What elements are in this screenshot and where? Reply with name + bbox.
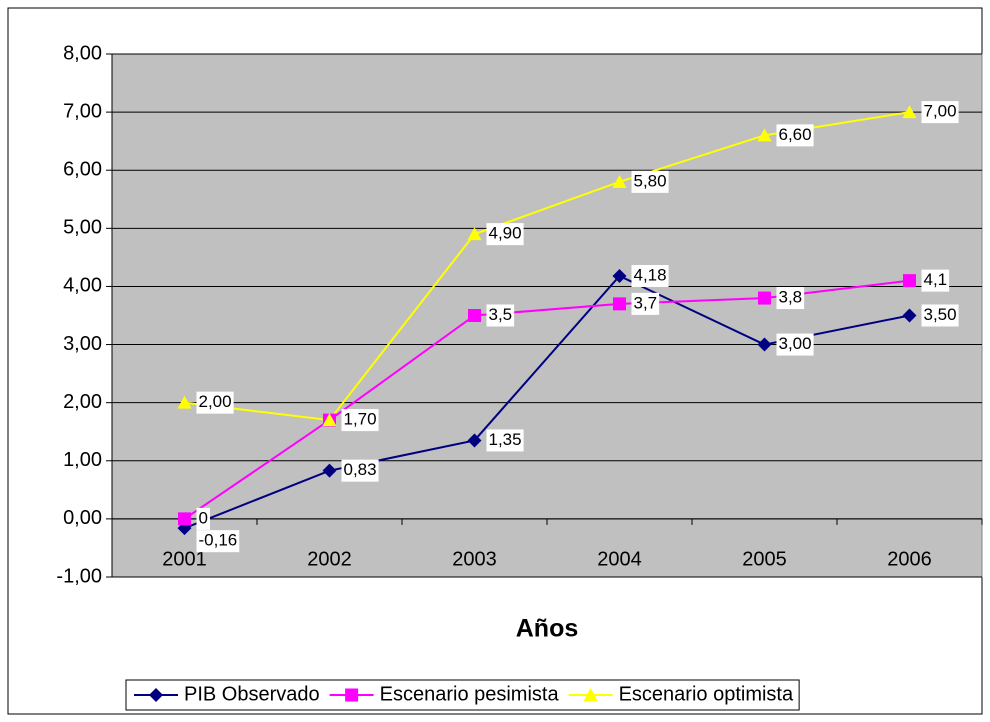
data-label: 1,70 xyxy=(344,410,377,429)
data-label: 7,00 xyxy=(924,102,957,121)
y-tick-label: 2,00 xyxy=(63,391,102,413)
data-label: 6,60 xyxy=(779,125,812,144)
marker xyxy=(468,309,481,322)
data-label-box xyxy=(486,429,524,452)
legend-marker xyxy=(583,688,598,701)
data-label: 3,7 xyxy=(634,293,658,312)
x-tick-label: 2005 xyxy=(742,548,787,570)
data-label-box xyxy=(921,304,959,327)
marker xyxy=(322,463,337,478)
marker xyxy=(467,227,482,241)
marker xyxy=(757,337,772,352)
marker xyxy=(903,274,916,288)
marker xyxy=(902,105,917,119)
y-tick-label: 1,00 xyxy=(63,449,102,471)
data-label-box xyxy=(486,223,524,246)
data-label: 4,1 xyxy=(924,270,948,289)
data-label: 3,8 xyxy=(779,288,803,307)
data-label-box xyxy=(776,124,814,147)
data-label: 4,18 xyxy=(634,265,667,284)
data-label: 1,35 xyxy=(489,430,522,449)
data-label: 3,50 xyxy=(924,305,957,324)
y-tick-label: 6,00 xyxy=(63,159,102,181)
marker xyxy=(612,268,627,283)
y-tick-label: 0,00 xyxy=(63,507,102,529)
data-label-box xyxy=(631,292,660,315)
data-label: 5,80 xyxy=(634,171,667,190)
data-label-box xyxy=(921,269,950,292)
data-label-box xyxy=(776,333,814,356)
marker xyxy=(757,128,772,142)
data-label-box xyxy=(196,507,210,530)
data-label: 0 xyxy=(199,508,208,527)
data-label-box xyxy=(776,287,805,310)
x-tick-label: 2006 xyxy=(887,548,932,570)
data-label-box xyxy=(196,391,234,414)
data-label-box xyxy=(631,264,669,287)
data-label-box xyxy=(486,304,515,327)
legend-label: PIB Observado xyxy=(184,683,320,705)
x-tick-label: 2004 xyxy=(597,548,642,570)
x-tick-label: 2001 xyxy=(162,548,207,570)
plot-area xyxy=(111,53,983,578)
marker xyxy=(322,413,337,427)
legend-label: Escenario optimista xyxy=(619,683,794,705)
data-label-box xyxy=(341,409,379,432)
legend-marker xyxy=(149,688,163,702)
marker xyxy=(467,433,482,448)
y-tick-label: 5,00 xyxy=(63,217,102,239)
y-tick-label: 8,00 xyxy=(63,42,102,64)
data-label: 3,5 xyxy=(489,305,513,324)
data-label: 0,83 xyxy=(344,460,377,479)
y-tick-label: 3,00 xyxy=(63,333,102,355)
x-axis-title: Años xyxy=(516,615,579,643)
marker xyxy=(612,174,627,188)
marker xyxy=(758,291,771,305)
legend-label: Escenario pesimista xyxy=(380,683,560,705)
data-label: 3,00 xyxy=(779,334,812,353)
data-label-box xyxy=(921,101,959,124)
data-label: 4,90 xyxy=(489,224,522,243)
x-tick-label: 2002 xyxy=(307,548,352,570)
marker xyxy=(613,297,626,311)
data-label: -0,16 xyxy=(199,531,238,550)
marker xyxy=(177,395,192,409)
legend-box xyxy=(125,679,800,711)
legend: PIB Observado Escenario pesimista Escenari… xyxy=(125,679,800,711)
x-tick-label: 2003 xyxy=(452,548,497,570)
y-tick-label: 7,00 xyxy=(63,100,102,122)
data-label-box xyxy=(196,530,240,553)
data-label: 2,00 xyxy=(199,392,232,411)
data-label-box xyxy=(631,170,669,193)
marker xyxy=(902,308,917,323)
data-label-box xyxy=(341,459,379,482)
y-tick-label: 4,00 xyxy=(63,275,102,297)
y-tick-label: -1,00 xyxy=(56,565,102,587)
marker xyxy=(178,512,191,526)
legend-marker xyxy=(345,688,359,702)
